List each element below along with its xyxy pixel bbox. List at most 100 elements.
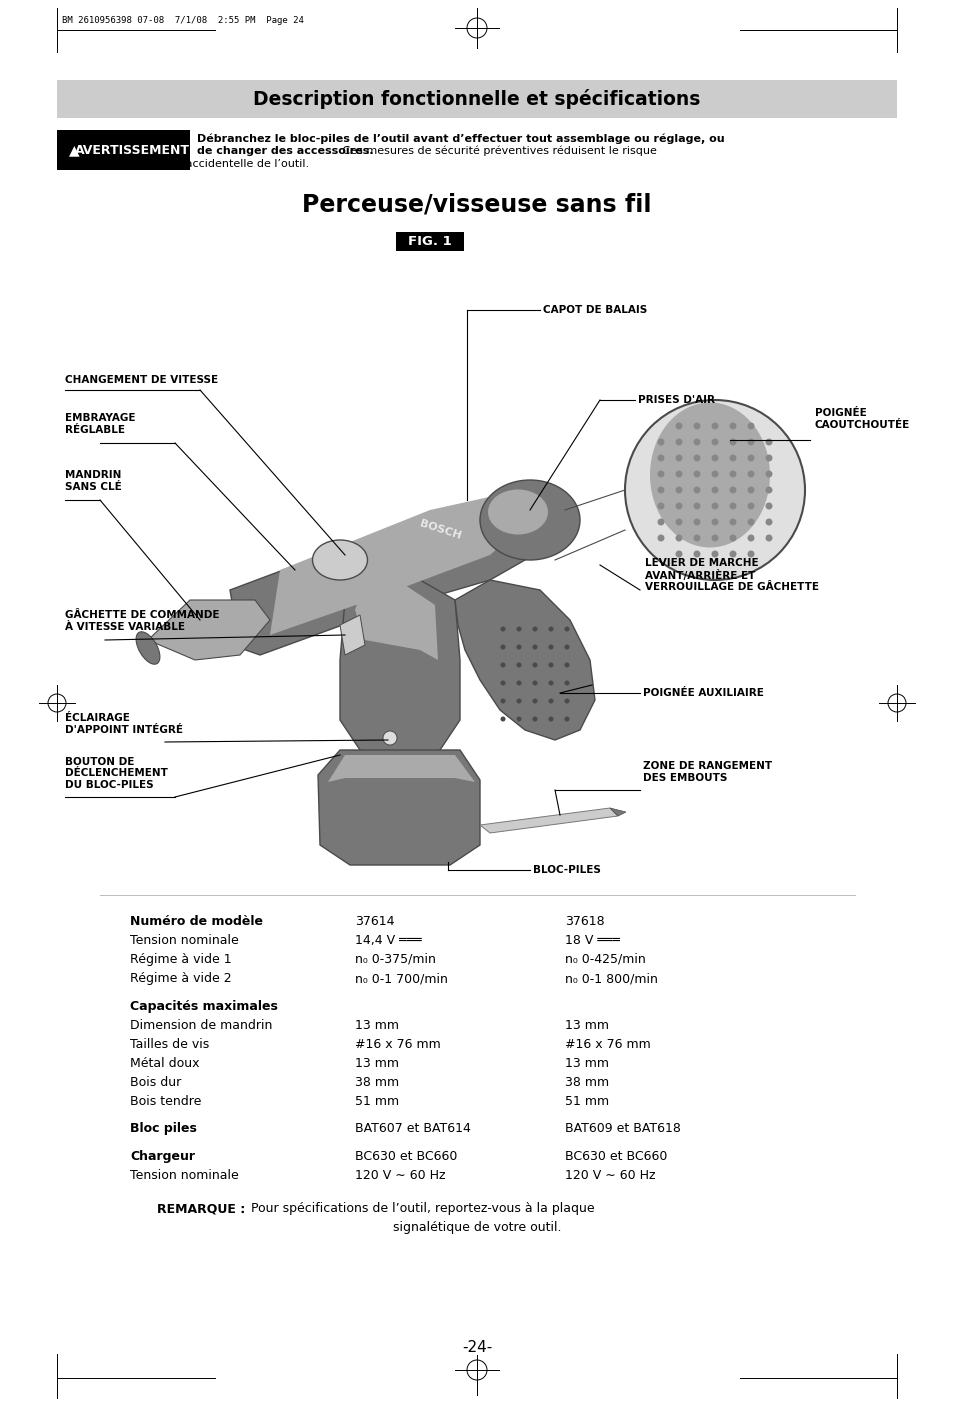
Polygon shape — [270, 488, 555, 636]
Circle shape — [675, 502, 681, 509]
Text: BAT609 et BAT618: BAT609 et BAT618 — [564, 1122, 680, 1135]
Circle shape — [500, 627, 505, 631]
Polygon shape — [339, 581, 459, 755]
Text: 13 mm: 13 mm — [564, 1056, 608, 1070]
Circle shape — [711, 551, 718, 558]
Text: n₀ 0-1 700/min: n₀ 0-1 700/min — [355, 972, 447, 986]
Text: CHANGEMENT DE VITESSE: CHANGEMENT DE VITESSE — [65, 375, 218, 385]
Circle shape — [675, 454, 681, 461]
Text: BAT607 et BAT614: BAT607 et BAT614 — [355, 1122, 471, 1135]
Text: Numéro de modèle: Numéro de modèle — [130, 915, 263, 928]
Polygon shape — [339, 614, 365, 655]
Text: BC630 et BC660: BC630 et BC660 — [564, 1150, 667, 1163]
Text: 51 mm: 51 mm — [355, 1094, 398, 1108]
Circle shape — [548, 717, 553, 721]
Text: POIGNÉE AUXILIAIRE: POIGNÉE AUXILIAIRE — [642, 688, 763, 697]
Circle shape — [747, 439, 754, 446]
Circle shape — [564, 717, 569, 721]
Circle shape — [693, 439, 700, 446]
Text: AVERTISSEMENT: AVERTISSEMENT — [74, 143, 190, 156]
Text: BLOC-PILES: BLOC-PILES — [533, 865, 600, 875]
Circle shape — [624, 399, 804, 581]
Circle shape — [729, 519, 736, 526]
Circle shape — [711, 454, 718, 461]
Circle shape — [500, 699, 505, 703]
Circle shape — [657, 486, 664, 494]
Circle shape — [564, 662, 569, 668]
Text: Bloc piles: Bloc piles — [130, 1122, 196, 1135]
Text: CAPOT DE BALAIS: CAPOT DE BALAIS — [542, 305, 646, 315]
Polygon shape — [148, 600, 270, 659]
Text: Perceuse/visseuse sans fil: Perceuse/visseuse sans fil — [302, 193, 651, 217]
Text: ▲: ▲ — [69, 143, 79, 157]
Circle shape — [747, 454, 754, 461]
Circle shape — [764, 439, 772, 446]
Text: #16 x 76 mm: #16 x 76 mm — [564, 1038, 650, 1050]
Text: GÂCHETTE DE COMMANDE
À VITESSE VARIABLE: GÂCHETTE DE COMMANDE À VITESSE VARIABLE — [65, 610, 219, 633]
Text: LEVIER DE MARCHE
AVANT/ARRIÈRE ET
VERROUILLAGE DE GÂCHETTE: LEVIER DE MARCHE AVANT/ARRIÈRE ET VERROU… — [644, 558, 818, 592]
Circle shape — [657, 502, 664, 509]
Text: BC630 et BC660: BC630 et BC660 — [355, 1150, 456, 1163]
Circle shape — [764, 519, 772, 526]
Text: 120 V ∼ 60 Hz: 120 V ∼ 60 Hz — [564, 1168, 655, 1181]
Circle shape — [747, 502, 754, 509]
Circle shape — [747, 519, 754, 526]
Circle shape — [532, 717, 537, 721]
Text: MANDRIN
SANS CLÉ: MANDRIN SANS CLÉ — [65, 471, 122, 492]
Text: Dimension de mandrin: Dimension de mandrin — [130, 1018, 273, 1032]
Text: Tailles de vis: Tailles de vis — [130, 1038, 209, 1050]
Circle shape — [764, 471, 772, 478]
Text: n₀ 0-1 800/min: n₀ 0-1 800/min — [564, 972, 658, 986]
Circle shape — [564, 644, 569, 650]
Circle shape — [675, 422, 681, 429]
Bar — [57, 129, 190, 170]
Circle shape — [711, 471, 718, 478]
Circle shape — [693, 534, 700, 541]
Circle shape — [657, 534, 664, 541]
Ellipse shape — [488, 489, 547, 534]
Polygon shape — [317, 749, 479, 865]
Text: -24-: -24- — [461, 1340, 492, 1355]
Text: 120 V ∼ 60 Hz: 120 V ∼ 60 Hz — [355, 1168, 445, 1181]
Circle shape — [516, 681, 521, 686]
Text: Métal doux: Métal doux — [130, 1056, 199, 1070]
Text: Tension nominale: Tension nominale — [130, 1168, 238, 1181]
Circle shape — [747, 422, 754, 429]
Circle shape — [675, 471, 681, 478]
Polygon shape — [355, 585, 437, 659]
Text: FIG. 1: FIG. 1 — [408, 235, 452, 247]
Text: 14,4 V ═══: 14,4 V ═══ — [355, 934, 421, 948]
Circle shape — [532, 681, 537, 686]
Circle shape — [564, 681, 569, 686]
Circle shape — [693, 471, 700, 478]
Text: Description fonctionnelle et spécifications: Description fonctionnelle et spécificati… — [253, 89, 700, 110]
Circle shape — [693, 454, 700, 461]
Circle shape — [548, 644, 553, 650]
Text: Débranchez le bloc-piles de l’outil avant d’effectuer tout assemblage ou réglage: Débranchez le bloc-piles de l’outil avan… — [196, 134, 724, 143]
Circle shape — [675, 534, 681, 541]
Circle shape — [548, 681, 553, 686]
Circle shape — [675, 486, 681, 494]
Circle shape — [711, 486, 718, 494]
Circle shape — [764, 486, 772, 494]
Circle shape — [500, 717, 505, 721]
Text: EMBRAYAGE
RÉGLABLE: EMBRAYAGE RÉGLABLE — [65, 413, 135, 434]
Circle shape — [711, 422, 718, 429]
Text: 13 mm: 13 mm — [355, 1018, 398, 1032]
Text: n₀ 0-375/min: n₀ 0-375/min — [355, 953, 436, 966]
Bar — [57, 80, 896, 118]
Text: BM 2610956398 07-08  7/1/08  2:55 PM  Page 24: BM 2610956398 07-08 7/1/08 2:55 PM Page … — [62, 15, 304, 25]
Text: #16 x 76 mm: #16 x 76 mm — [355, 1038, 440, 1050]
Circle shape — [693, 519, 700, 526]
Text: signalétique de votre outil.: signalétique de votre outil. — [393, 1222, 560, 1234]
Circle shape — [729, 534, 736, 541]
Circle shape — [548, 699, 553, 703]
Circle shape — [516, 644, 521, 650]
Text: de changer des accessoires.: de changer des accessoires. — [196, 146, 374, 156]
Text: REMARQUE :: REMARQUE : — [156, 1202, 245, 1215]
Text: POIGNÉE
CAOUTCHOUTÉE: POIGNÉE CAOUTCHOUTÉE — [814, 408, 909, 430]
Ellipse shape — [313, 540, 367, 581]
Circle shape — [657, 439, 664, 446]
Circle shape — [729, 439, 736, 446]
Circle shape — [747, 486, 754, 494]
